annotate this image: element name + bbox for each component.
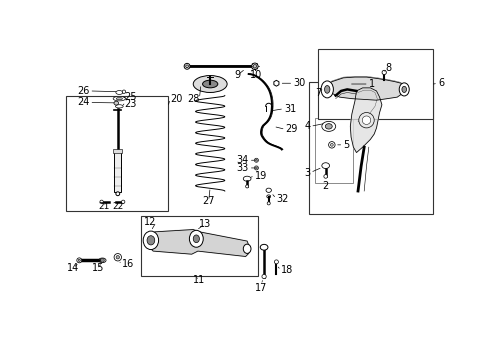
Text: 31: 31	[284, 104, 296, 114]
Text: 14: 14	[67, 263, 79, 273]
Circle shape	[116, 256, 119, 259]
Ellipse shape	[398, 83, 408, 96]
Ellipse shape	[116, 98, 122, 100]
Circle shape	[253, 64, 256, 68]
Circle shape	[362, 116, 370, 125]
Ellipse shape	[99, 258, 106, 263]
Text: 2: 2	[322, 181, 328, 192]
Bar	[141, 216, 257, 276]
Bar	[114, 151, 121, 192]
Polygon shape	[324, 77, 404, 100]
Ellipse shape	[266, 195, 270, 198]
Text: 21: 21	[98, 202, 109, 211]
Text: 10: 10	[250, 70, 262, 80]
Ellipse shape	[114, 101, 118, 105]
Ellipse shape	[243, 176, 250, 181]
Circle shape	[114, 253, 121, 261]
Circle shape	[330, 143, 332, 146]
Text: 19: 19	[254, 171, 266, 181]
Text: 1: 1	[368, 79, 374, 89]
Circle shape	[122, 90, 125, 93]
Text: 25: 25	[123, 92, 136, 102]
Text: 30: 30	[293, 78, 305, 88]
Text: 9: 9	[234, 70, 241, 80]
Circle shape	[77, 258, 81, 263]
Bar	[66, 95, 167, 211]
Bar	[314, 118, 353, 183]
Text: 6: 6	[437, 78, 443, 88]
Ellipse shape	[243, 244, 250, 253]
Ellipse shape	[143, 231, 158, 249]
Text: 23: 23	[123, 99, 136, 109]
Text: 5: 5	[343, 140, 349, 150]
Text: 24: 24	[77, 98, 89, 108]
Circle shape	[121, 200, 124, 203]
Circle shape	[255, 167, 257, 169]
Ellipse shape	[325, 124, 331, 129]
Circle shape	[185, 65, 188, 68]
Ellipse shape	[113, 96, 125, 101]
Ellipse shape	[202, 80, 217, 88]
Ellipse shape	[115, 105, 123, 108]
Text: 27: 27	[202, 196, 214, 206]
Ellipse shape	[321, 121, 335, 131]
Circle shape	[266, 202, 270, 205]
Text: 15: 15	[91, 263, 104, 273]
Circle shape	[78, 259, 80, 261]
Text: 32: 32	[276, 194, 288, 204]
Text: 3: 3	[304, 167, 310, 177]
Text: 34: 34	[236, 155, 248, 165]
Circle shape	[254, 158, 258, 162]
Ellipse shape	[193, 235, 199, 243]
Ellipse shape	[116, 91, 122, 94]
Circle shape	[323, 175, 327, 178]
Ellipse shape	[401, 86, 406, 93]
Text: 22: 22	[112, 202, 123, 211]
Circle shape	[100, 200, 103, 203]
Ellipse shape	[321, 163, 329, 168]
Text: 12: 12	[143, 217, 156, 227]
Circle shape	[245, 185, 248, 188]
Circle shape	[184, 63, 190, 69]
Circle shape	[262, 274, 265, 279]
Text: 4: 4	[304, 121, 310, 131]
Text: 28: 28	[186, 94, 199, 104]
Text: 20: 20	[170, 94, 182, 104]
Text: 29: 29	[285, 125, 297, 134]
Bar	[317, 49, 432, 119]
Text: 16: 16	[122, 259, 134, 269]
Circle shape	[255, 159, 257, 161]
Polygon shape	[349, 88, 381, 153]
Ellipse shape	[147, 236, 154, 245]
Text: 17: 17	[254, 283, 266, 293]
Text: 8: 8	[385, 63, 391, 73]
Circle shape	[251, 63, 258, 69]
Text: 18: 18	[281, 265, 293, 275]
Ellipse shape	[321, 81, 333, 98]
Text: 7: 7	[314, 88, 321, 98]
Circle shape	[254, 166, 258, 170]
Circle shape	[274, 260, 278, 264]
Ellipse shape	[193, 76, 226, 93]
Circle shape	[328, 141, 334, 148]
Circle shape	[381, 70, 386, 75]
Bar	[113, 149, 122, 153]
Text: 26: 26	[77, 86, 89, 96]
Ellipse shape	[260, 244, 267, 250]
Text: 11: 11	[193, 275, 205, 285]
Text: 33: 33	[236, 163, 248, 173]
Ellipse shape	[265, 188, 271, 192]
Bar	[308, 82, 432, 214]
Ellipse shape	[189, 230, 203, 247]
Circle shape	[358, 112, 373, 128]
Polygon shape	[147, 230, 249, 256]
Ellipse shape	[324, 86, 329, 93]
Text: 13: 13	[198, 219, 210, 229]
Circle shape	[100, 258, 104, 262]
Circle shape	[116, 192, 120, 196]
